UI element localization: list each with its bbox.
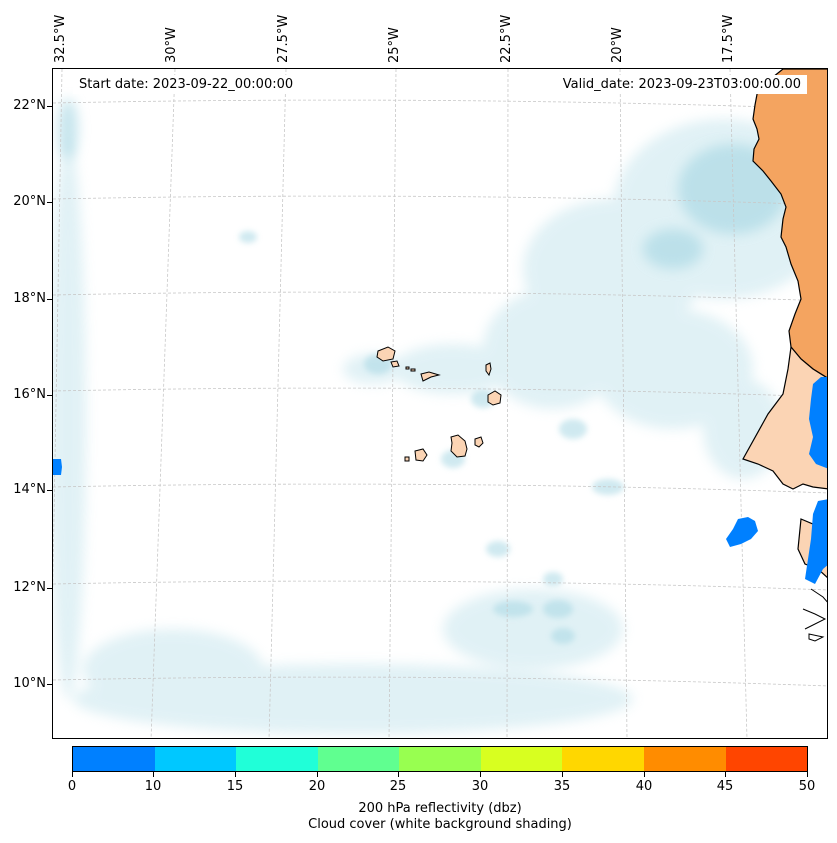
colorbar-label-20: 20 (308, 779, 326, 794)
colorbar-label-0: 0 (67, 779, 77, 794)
lat-label-16n: 16°N (13, 387, 46, 402)
colorbar-tick-0 (72, 772, 73, 777)
colorbar-segment-30-35 (480, 747, 563, 771)
colorbar-tick-15 (235, 772, 236, 777)
colorbar-label-50: 50 (798, 779, 816, 794)
lon-label-25w: 25°W (387, 27, 402, 63)
colorbar-tick-30 (480, 772, 481, 777)
lat-tick-16n (47, 395, 52, 396)
lon-label-32-5w: 32.5°W (53, 14, 68, 63)
lat-label-14n: 14°N (13, 482, 46, 497)
lat-label-10n: 10°N (13, 676, 46, 691)
colorbar-tick-25 (398, 772, 399, 777)
lat-label-12n: 12°N (13, 580, 46, 595)
lon-label-22-5w: 22.5°W (499, 14, 514, 63)
colorbar-title-line2: Cloud cover (white background shading) (308, 817, 572, 832)
start-date-label: Start date: 2023-09-22_00:00:00 (73, 75, 300, 94)
colorbar-segment-20-25 (317, 747, 400, 771)
graticule (53, 69, 827, 738)
lat-label-22n: 22°N (13, 98, 46, 113)
lat-tick-12n (47, 588, 52, 589)
colorbar-label-30: 30 (471, 779, 489, 794)
colorbar-tick-20 (317, 772, 318, 777)
cloud-cover-layer (53, 99, 827, 734)
lat-label-18n: 18°N (13, 291, 46, 306)
lon-label-27-5w: 27.5°W (276, 14, 291, 63)
colorbar-label-40: 40 (635, 779, 653, 794)
colorbar-label-35: 35 (553, 779, 571, 794)
colorbar-segment-25-30 (399, 747, 481, 771)
colorbar-segment-45-50 (725, 747, 808, 771)
lat-label-20n: 20°N (13, 194, 46, 209)
colorbar-label-25: 25 (389, 779, 407, 794)
lon-label-30w: 30°W (164, 27, 179, 63)
colorbar-label-10: 10 (144, 779, 162, 794)
colorbar-tick-45 (725, 772, 726, 777)
map-panel[interactable] (52, 68, 828, 739)
lat-tick-14n (47, 490, 52, 491)
lon-label-20w: 20°W (610, 27, 625, 63)
colorbar-segment-35-40 (562, 747, 644, 771)
colorbar-tick-10 (153, 772, 154, 777)
colorbar-label-45: 45 (716, 779, 734, 794)
lat-tick-22n (47, 106, 52, 107)
colorbar-segment-15-20 (236, 747, 318, 771)
map-canvas (53, 69, 827, 738)
lat-tick-10n (47, 684, 52, 685)
lon-label-17-5w: 17.5°W (721, 14, 736, 63)
reflectivity-layer (53, 377, 827, 584)
colorbar-tick-35 (562, 772, 563, 777)
valid-date-label: Valid_date: 2023-09-23T03:00:00.00 (556, 75, 807, 94)
lat-tick-20n (47, 202, 52, 203)
colorbar (72, 746, 808, 772)
lat-tick-18n (47, 299, 52, 300)
colorbar-title-line1: 200 hPa reflectivity (dbz) (358, 801, 522, 816)
colorbar-title: 200 hPa reflectivity (dbz) Cloud cover (… (72, 801, 808, 833)
colorbar-tick-50 (807, 772, 808, 777)
colorbar-tick-40 (644, 772, 645, 777)
colorbar-segment-40-45 (643, 747, 726, 771)
colorbar-segment-0-10 (73, 747, 155, 771)
colorbar-label-15: 15 (226, 779, 244, 794)
cape-verde-islands (376, 346, 502, 462)
colorbar-segment-10-15 (154, 747, 237, 771)
